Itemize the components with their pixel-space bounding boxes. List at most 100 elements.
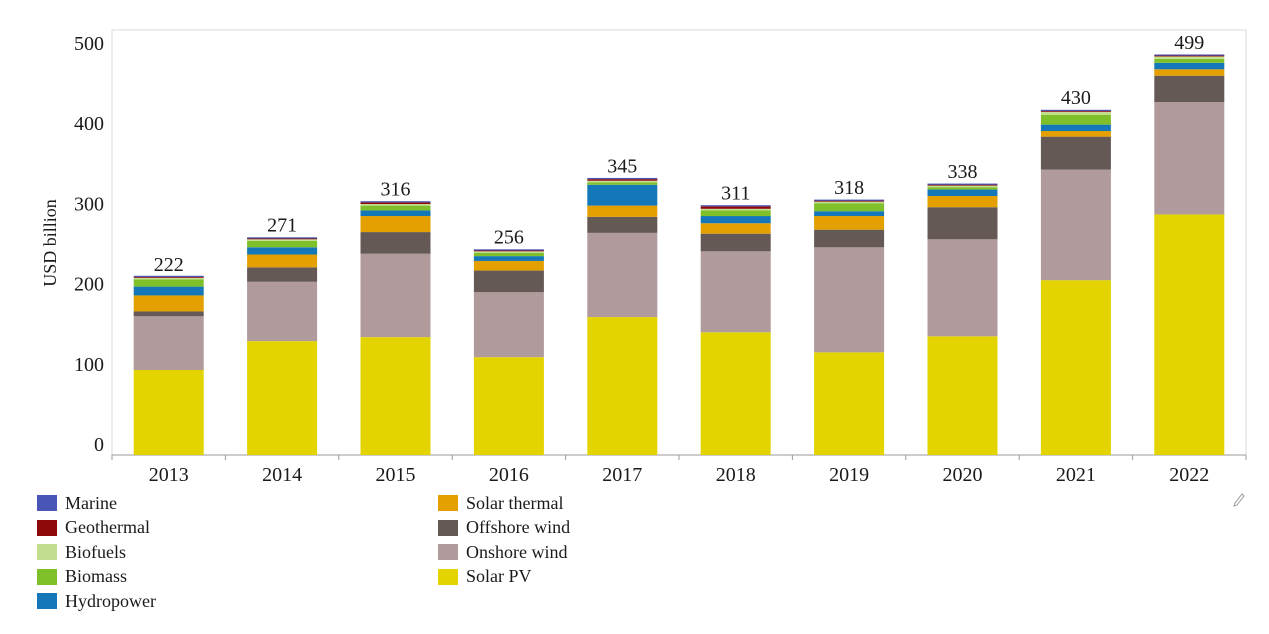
bar-segment-marine-2013 — [133, 275, 204, 277]
bar-segment-onshore-wind-2013 — [133, 316, 204, 370]
bar-segment-geothermal-2020 — [927, 184, 998, 186]
total-label-2020: 338 — [948, 161, 978, 183]
legend-swatch-solar-pv — [438, 568, 458, 585]
bar-segment-solar-pv-2018 — [700, 332, 771, 455]
legend-label-hydropower: Hydropower — [65, 590, 156, 611]
bar-segment-solar-pv-2013 — [133, 370, 204, 455]
legend-swatch-hydropower — [37, 593, 57, 610]
total-label-2015: 316 — [381, 179, 411, 201]
bar-segment-offshore-wind-2015 — [360, 232, 431, 254]
bar-segment-offshore-wind-2021 — [1040, 136, 1111, 170]
legend-swatch-geothermal — [37, 519, 57, 536]
y-tick-label: 500 — [74, 33, 104, 55]
bar-segment-onshore-wind-2022 — [1154, 102, 1225, 215]
bar-segment-biomass-2015 — [360, 205, 431, 211]
bar-segment-solar-thermal-2020 — [927, 195, 998, 208]
bar-segment-solar-thermal-2022 — [1154, 69, 1225, 76]
bar-segment-geothermal-2014 — [247, 238, 318, 240]
pencil-icon[interactable] — [1233, 493, 1245, 507]
total-label-2013: 222 — [154, 254, 184, 276]
bar-segment-solar-thermal-2019 — [814, 216, 885, 230]
bar-segment-geothermal-2021 — [1040, 110, 1111, 112]
bar-segment-solar-pv-2022 — [1154, 214, 1225, 455]
total-label-2021: 430 — [1061, 87, 1091, 109]
bar-segment-geothermal-2017 — [587, 179, 658, 181]
legend-item-biomass: Biomass — [37, 565, 156, 590]
bar-segment-offshore-wind-2022 — [1154, 75, 1225, 103]
bar-segment-onshore-wind-2017 — [587, 232, 658, 318]
bar-segment-solar-thermal-2018 — [700, 223, 771, 234]
bar-segment-solar-thermal-2015 — [360, 216, 431, 233]
legend-swatch-biomass — [37, 568, 57, 585]
total-label-2014: 271 — [267, 215, 297, 237]
bar-segment-marine-2021 — [1040, 109, 1111, 111]
legend-column-2: Solar thermal Offshore wind Onshore wind So… — [438, 491, 570, 589]
bar-segment-biofuels-2020 — [927, 185, 998, 188]
bar-segment-offshore-wind-2019 — [814, 229, 885, 248]
legend-label-marine: Marine — [65, 492, 117, 513]
bar-segment-hydropower-2016 — [473, 256, 544, 261]
legend-label-offshore-wind: Offshore wind — [466, 517, 571, 538]
bar-segment-offshore-wind-2017 — [587, 216, 658, 233]
x-tick-label: 2019 — [829, 464, 869, 486]
legend-label-biomass: Biomass — [65, 566, 128, 587]
bars — [133, 54, 1225, 455]
bar-segment-marine-2018 — [700, 205, 771, 207]
legend-label-onshore-wind: Onshore wind — [466, 541, 568, 562]
bar-segment-solar-pv-2019 — [814, 352, 885, 455]
x-tick-label: 2021 — [1056, 464, 1096, 486]
bar-segment-biofuels-2015 — [360, 204, 431, 206]
total-label-2017: 345 — [607, 155, 637, 177]
bar-segment-biofuels-2017 — [587, 180, 658, 183]
bar-segment-biofuels-2018 — [700, 208, 771, 211]
bar-segment-biomass-2017 — [587, 182, 658, 185]
bar-segment-geothermal-2019 — [814, 200, 885, 202]
bar-segment-marine-2016 — [473, 249, 544, 251]
bar-segment-biomass-2022 — [1154, 58, 1225, 63]
bar-segment-hydropower-2019 — [814, 211, 885, 217]
legend-item-solar-thermal: Solar thermal — [438, 491, 570, 516]
x-tick-label: 2013 — [149, 464, 189, 486]
bar-segment-hydropower-2022 — [1154, 62, 1225, 70]
legend-item-hydropower: Hydropower — [37, 589, 156, 614]
bar-segment-marine-2019 — [814, 199, 885, 201]
y-axis: 0 100 200 300 400 500 — [74, 33, 104, 456]
bar-segment-solar-thermal-2013 — [133, 295, 204, 312]
legend-swatch-solar-thermal — [438, 495, 458, 512]
bar-segment-onshore-wind-2016 — [473, 292, 544, 358]
y-tick-label: 100 — [74, 354, 104, 376]
bar-segment-biofuels-2014 — [247, 239, 318, 241]
bar-segment-offshore-wind-2018 — [700, 233, 771, 252]
bar-segment-biomass-2019 — [814, 203, 885, 212]
total-label-2022: 499 — [1174, 32, 1204, 54]
bar-segment-biofuels-2021 — [1040, 111, 1111, 115]
legend-column-1: Marine Geothermal Biofuels Biomass Hydropowe… — [37, 491, 156, 614]
legend-item-solar-pv: Solar PV — [438, 565, 570, 590]
x-tick-label: 2022 — [1169, 464, 1209, 486]
bar-segment-solar-pv-2017 — [587, 317, 658, 455]
bar-segment-geothermal-2015 — [360, 202, 431, 205]
bar-segment-biomass-2020 — [927, 187, 998, 190]
bar-segment-marine-2015 — [360, 201, 431, 203]
bar-segment-geothermal-2022 — [1154, 55, 1225, 57]
bar-segment-hydropower-2018 — [700, 216, 771, 224]
legend-swatch-biofuels — [37, 544, 57, 561]
legend-item-onshore-wind: Onshore wind — [438, 540, 570, 565]
bar-segment-biomass-2014 — [247, 240, 318, 248]
bar-segment-biomass-2018 — [700, 210, 771, 217]
legend-label-geothermal: Geothermal — [65, 517, 150, 538]
y-tick-label: 0 — [94, 434, 104, 456]
x-tick-label: 2017 — [602, 464, 642, 486]
bar-segment-solar-thermal-2014 — [247, 254, 318, 268]
bar-segment-onshore-wind-2015 — [360, 253, 431, 338]
total-label-2016: 256 — [494, 227, 524, 249]
bar-segment-onshore-wind-2019 — [814, 247, 885, 353]
legend-item-geothermal: Geothermal — [37, 516, 156, 541]
x-axis: 2013 2014 2015 2016 2017 2018 2019 2020 2021 2022 — [111, 454, 1247, 486]
legend-swatch-marine — [37, 495, 57, 512]
legend-label-solar-thermal: Solar thermal — [466, 492, 564, 513]
legend-item-biofuels: Biofuels — [37, 540, 156, 565]
bar-segment-solar-pv-2021 — [1040, 280, 1111, 455]
y-tick-label: 400 — [74, 113, 104, 135]
